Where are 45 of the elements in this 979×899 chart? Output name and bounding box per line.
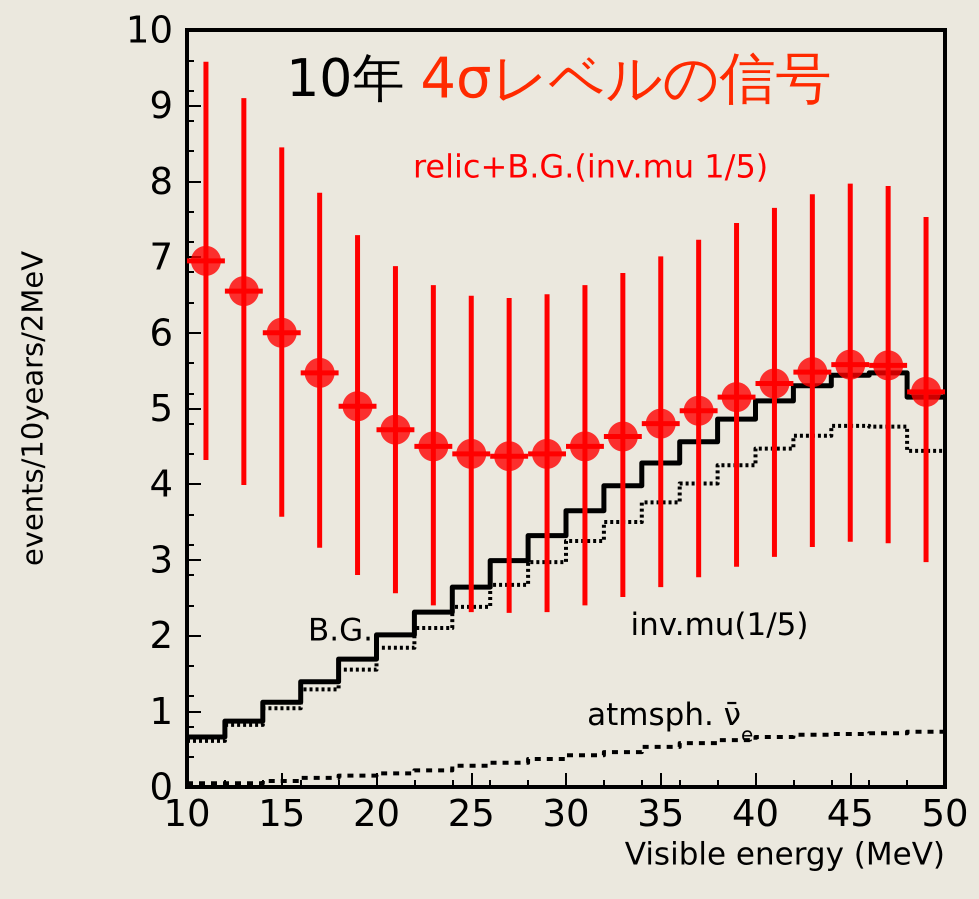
y-tick-label: 2 xyxy=(149,614,173,658)
x-tick-label: 20 xyxy=(352,792,400,835)
point xyxy=(835,350,866,380)
y-tick-label: 4 xyxy=(149,462,173,506)
point xyxy=(684,396,714,426)
point xyxy=(911,376,942,407)
x-tick-label: 15 xyxy=(258,792,306,835)
point xyxy=(418,431,448,462)
chart-title: 10年 xyxy=(286,49,404,110)
text: relic+B.G.(inv.mu 1/5) xyxy=(412,147,768,186)
x-tick-label: 35 xyxy=(637,792,684,835)
point xyxy=(190,246,221,276)
chart-subtitle: 4σレベルの信号 xyxy=(420,46,832,112)
point xyxy=(759,368,790,399)
point xyxy=(722,382,752,412)
x-tick-label: 30 xyxy=(542,792,590,835)
x-tick-label: 40 xyxy=(732,792,780,835)
point xyxy=(570,431,600,462)
y-tick-label: 1 xyxy=(149,690,173,733)
text: inv.mu(1/5) xyxy=(630,607,808,643)
point xyxy=(456,438,486,469)
point xyxy=(532,438,562,469)
x-tick-label: 50 xyxy=(921,792,969,835)
point xyxy=(494,441,524,472)
y-tick-label: 7 xyxy=(149,236,173,279)
x-tick-label: 45 xyxy=(826,792,874,835)
y-tick-label: 5 xyxy=(149,387,173,430)
x-axis-title: Visible energy (MeV) xyxy=(624,836,945,872)
y-tick-label: 10 xyxy=(126,8,173,52)
point xyxy=(873,350,904,380)
y-tick-label: 3 xyxy=(149,538,173,582)
point xyxy=(228,276,259,306)
y-tick-label: 9 xyxy=(149,84,173,128)
point xyxy=(646,408,676,439)
point xyxy=(608,422,638,452)
series-label: B.G. xyxy=(308,612,373,648)
x-tick-label: 25 xyxy=(448,792,495,835)
y-axis-title: events/10years/2MeV xyxy=(16,250,50,566)
point xyxy=(380,414,410,445)
point xyxy=(342,391,373,422)
point xyxy=(266,318,297,348)
point xyxy=(304,358,335,388)
y-tick-label: 8 xyxy=(149,160,173,203)
y-tick-label: 6 xyxy=(149,311,173,354)
point xyxy=(797,357,828,388)
